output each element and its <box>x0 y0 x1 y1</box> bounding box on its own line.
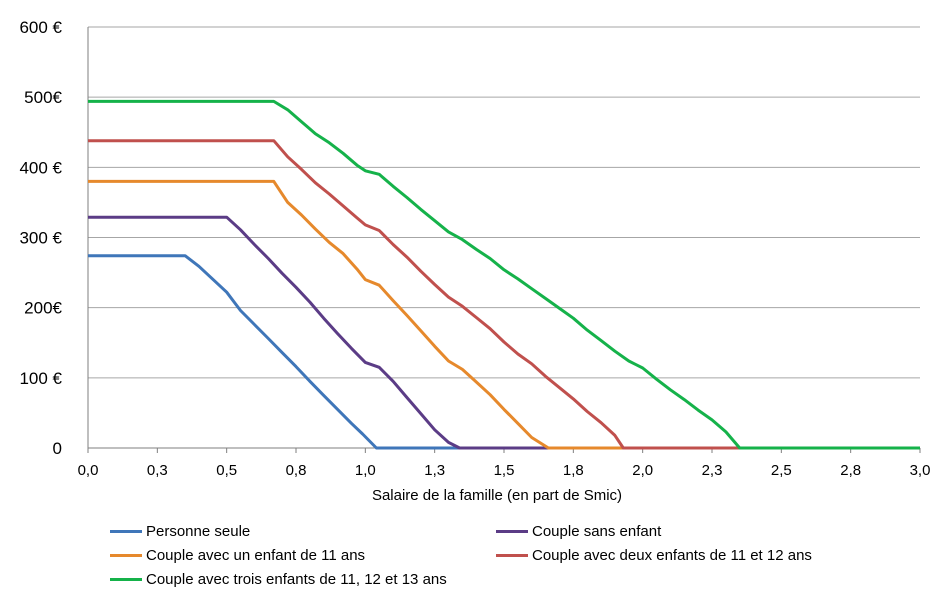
legend-label: Couple sans enfant <box>532 522 662 540</box>
y-tick-label: 100 € <box>19 369 62 388</box>
series-lines <box>88 99 920 450</box>
series-line-0 <box>88 254 920 450</box>
legend-label: Couple avec trois enfants de 11, 12 et 1… <box>146 570 447 588</box>
legend-item-personne-seule: Personne seule <box>110 520 250 542</box>
y-tick-labels: 0 100 € 200€ 300 € 400 € 500€ 600 € <box>19 18 62 458</box>
legend: Personne seule Couple sans enfant Couple… <box>110 520 910 592</box>
x-tick-label: 2,3 <box>702 462 723 479</box>
series-line-1 <box>88 215 920 450</box>
x-tick-label: 0,3 <box>147 462 168 479</box>
legend-label: Personne seule <box>146 522 251 540</box>
legend-swatch <box>110 553 142 557</box>
x-axis-title: Salaire de la famille (en part de Smic) <box>372 487 622 504</box>
x-tick-label: 2,0 <box>632 462 653 479</box>
series-line-2 <box>88 179 920 450</box>
x-tick-label: 0,0 <box>78 462 99 479</box>
y-tick-label: 500€ <box>24 88 62 107</box>
legend-label: Couple avec un enfant de 11 ans <box>146 546 366 564</box>
legend-label: Couple avec deux enfants de 11 et 12 ans <box>532 546 812 564</box>
legend-item-couple-sans-enfant: Couple sans enfant <box>496 520 661 542</box>
legend-swatch <box>110 529 142 533</box>
y-tick-label: 300 € <box>19 229 62 248</box>
x-tick-label: 1,8 <box>563 462 584 479</box>
axes <box>87 27 921 453</box>
x-tick-label: 1,5 <box>494 462 515 479</box>
y-tick-label: 400 € <box>19 158 62 177</box>
legend-swatch <box>110 577 142 581</box>
legend-swatch <box>496 553 528 557</box>
legend-item-couple-un-enfant: Couple avec un enfant de 11 ans <box>110 544 365 566</box>
x-tick-label: 1,0 <box>355 462 376 479</box>
x-tick-label: 1,3 <box>424 462 445 479</box>
x-tick-label: 0,8 <box>286 462 307 479</box>
x-tick-label: 3,0 <box>910 462 931 479</box>
legend-swatch <box>496 529 528 533</box>
legend-item-couple-trois-enfants: Couple avec trois enfants de 11, 12 et 1… <box>110 568 447 590</box>
x-tick-label: 2,8 <box>840 462 861 479</box>
y-tick-label: 600 € <box>19 18 62 37</box>
series-line-4 <box>88 99 920 450</box>
x-tick-label: 2,5 <box>771 462 792 479</box>
grid <box>88 26 920 379</box>
legend-item-couple-deux-enfants: Couple avec deux enfants de 11 et 12 ans <box>496 544 812 566</box>
y-tick-label: 0 <box>53 439 62 458</box>
y-tick-label: 200€ <box>24 299 62 318</box>
x-tick-labels: 0,0 0,3 0,5 0,8 1,0 1,3 1,5 1,8 2,0 2,3 2,5 2,8 3,0 <box>78 462 931 479</box>
series-line-3 <box>88 139 920 450</box>
x-tick-label: 0,5 <box>216 462 237 479</box>
